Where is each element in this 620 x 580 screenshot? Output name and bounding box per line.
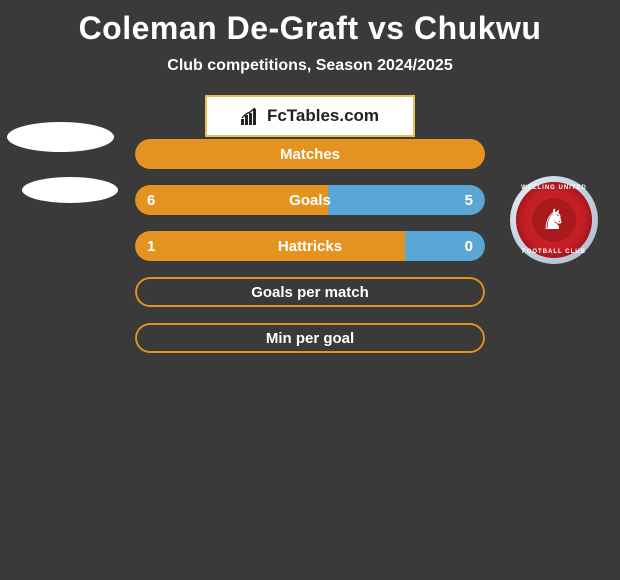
crest-text-bottom: FOOTBALL CLUB bbox=[522, 249, 586, 255]
player-silhouette-0 bbox=[7, 122, 114, 152]
stat-label: Goals bbox=[135, 185, 485, 215]
club-crest: WELLING UNITED ♞ FOOTBALL CLUB bbox=[510, 176, 598, 264]
banner-text: FcTables.com bbox=[267, 106, 379, 126]
stat-label: Matches bbox=[135, 139, 485, 169]
stat-label: Goals per match bbox=[135, 277, 485, 307]
stat-row-goals-per-match: Goals per match bbox=[135, 277, 485, 307]
stat-row-min-per-goal: Min per goal bbox=[135, 323, 485, 353]
page-title: Coleman De-Graft vs Chukwu bbox=[0, 0, 620, 47]
page-subtitle: Club competitions, Season 2024/2025 bbox=[0, 57, 620, 75]
stat-label: Min per goal bbox=[135, 323, 485, 353]
source-banner: FcTables.com bbox=[205, 95, 415, 137]
stat-row-hattricks: 10Hattricks bbox=[135, 231, 485, 261]
stat-row-matches: Matches bbox=[135, 139, 485, 169]
stat-row-goals: 65Goals bbox=[135, 185, 485, 215]
horse-icon: ♞ bbox=[541, 206, 566, 234]
crest-text-top: WELLING UNITED bbox=[521, 185, 587, 191]
bars-icon bbox=[241, 107, 263, 125]
stat-label: Hattricks bbox=[135, 231, 485, 261]
player-silhouette-1 bbox=[22, 177, 118, 203]
